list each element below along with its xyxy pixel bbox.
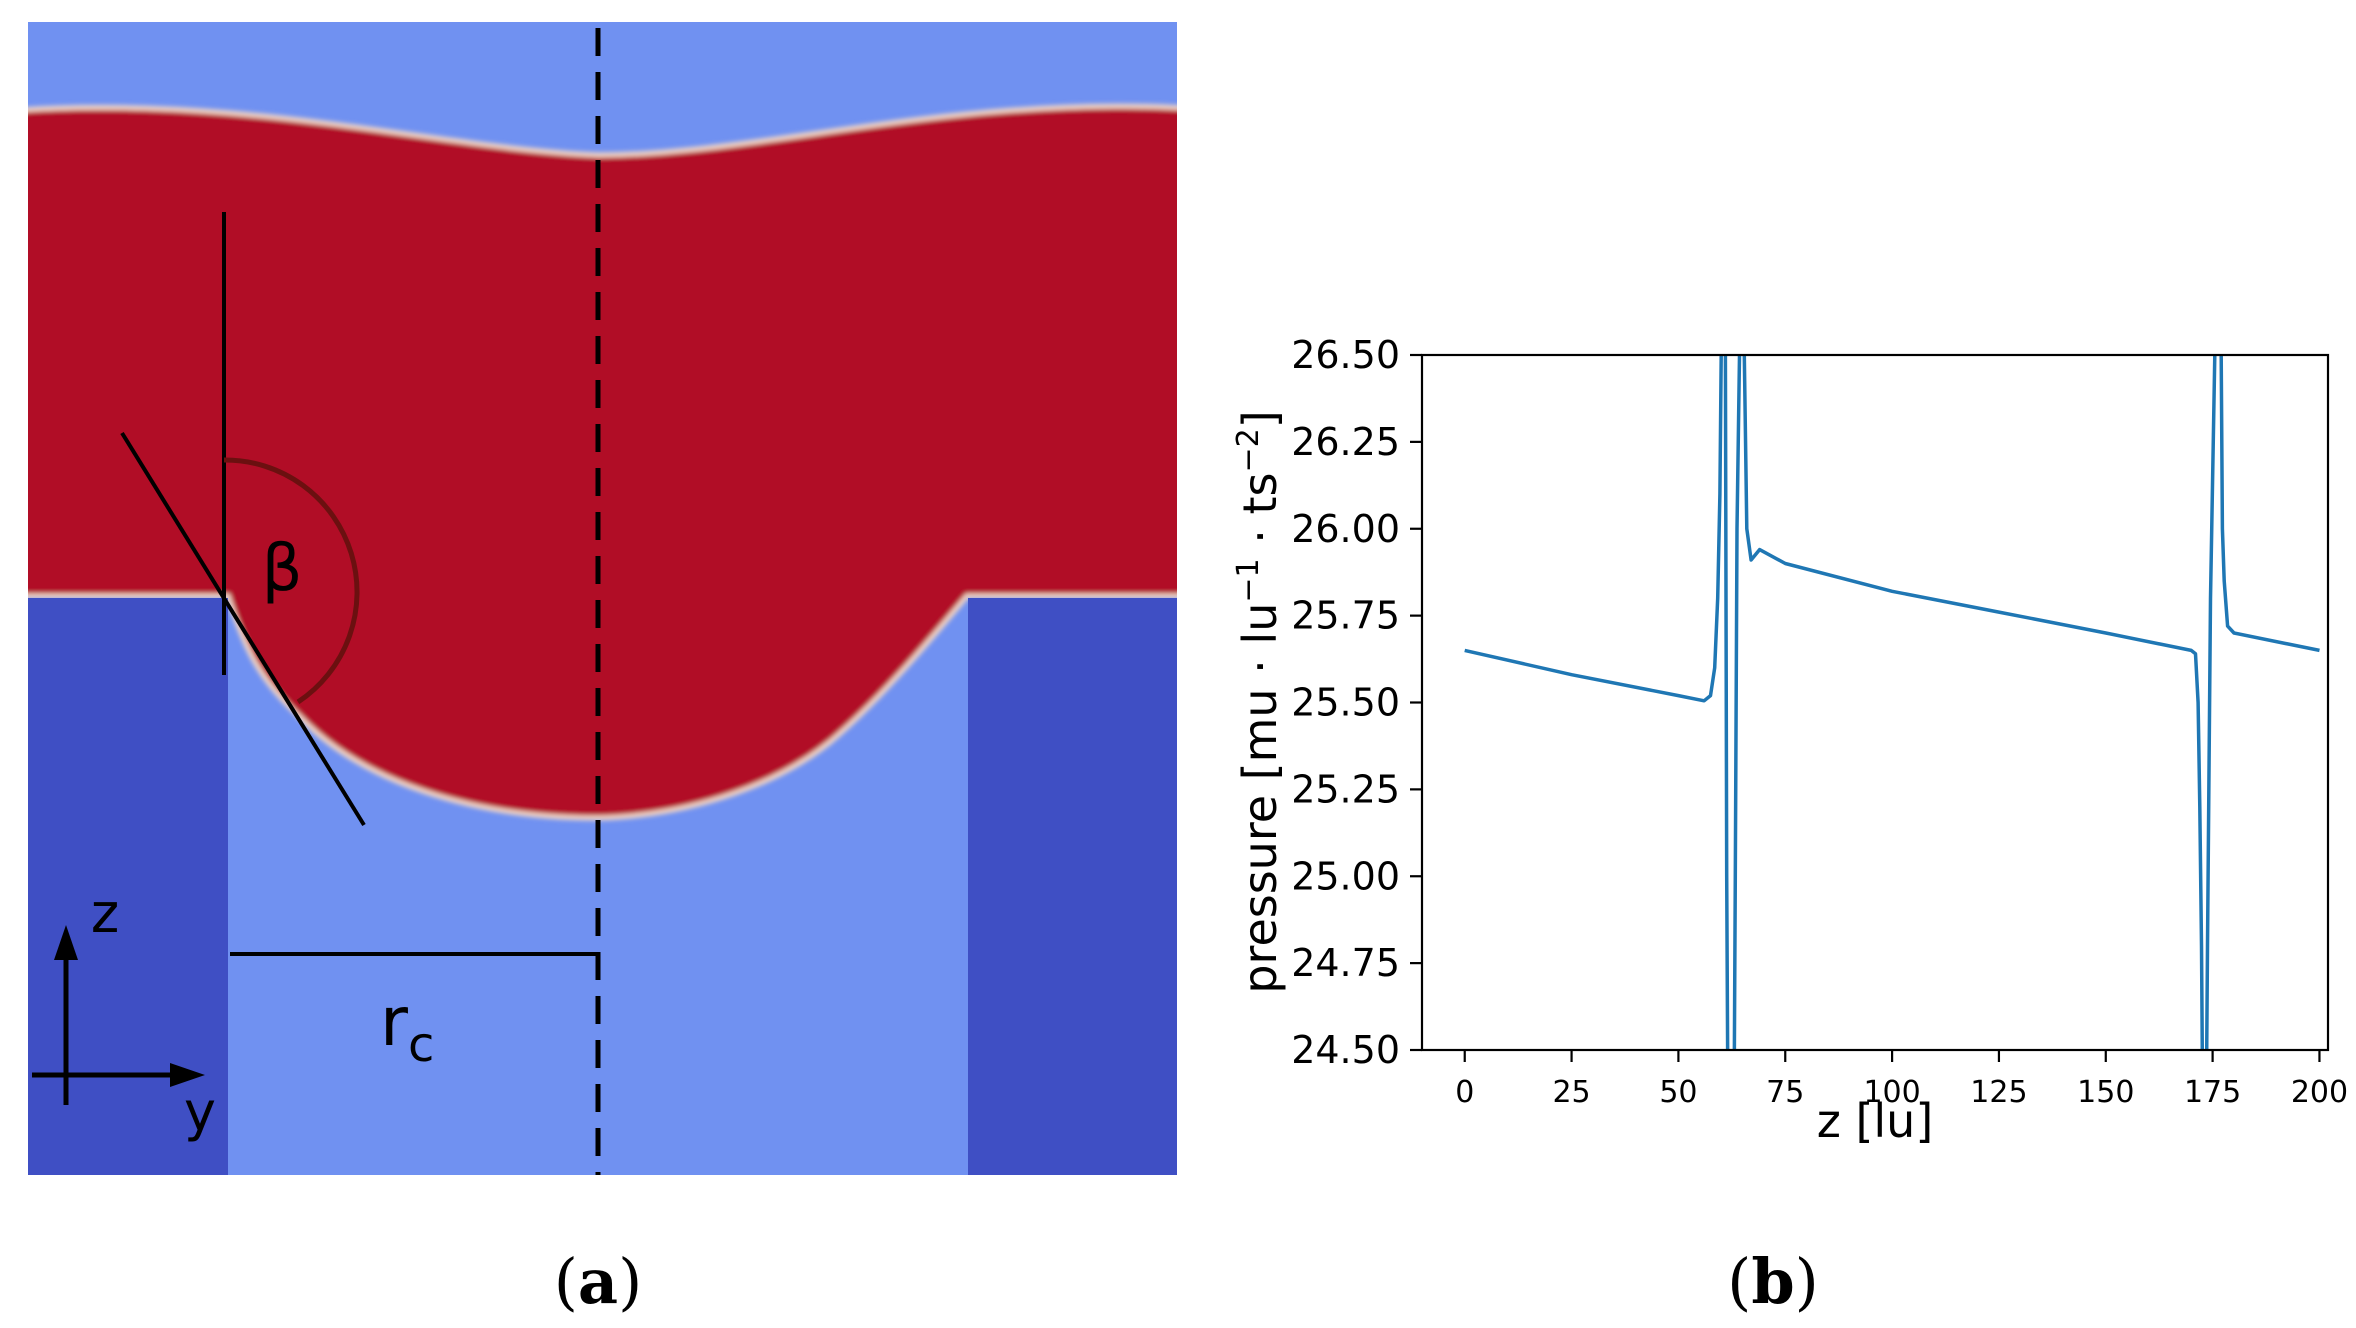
x-tick-label: 50	[1659, 1075, 1697, 1110]
tangent-line	[120, 431, 366, 827]
tick-layer: 0 25 50 75 100 125 150 175 200 24.50 24.75 25.00 25.…	[1291, 333, 2348, 1110]
y-axis-title-mid: · ts	[1233, 473, 1287, 559]
contact-angle-arc	[223, 457, 360, 705]
liquid-slab	[28, 103, 1177, 821]
y-tick-label: 24.75	[1291, 941, 1400, 985]
caption-b: (b)	[1727, 1245, 1819, 1318]
caption-a-letter: a	[577, 1245, 619, 1318]
x-tick-label: 175	[2184, 1075, 2241, 1110]
radius-label-sub: c	[408, 1017, 434, 1073]
y-tick-label: 25.50	[1291, 681, 1400, 725]
x-tick-label: 75	[1766, 1075, 1804, 1110]
plot-frame	[1420, 353, 2330, 1052]
simulation-panel: β rc z y	[28, 22, 1177, 1175]
x-tick-label: 150	[2077, 1075, 2134, 1110]
y-tick-label: 25.25	[1291, 767, 1400, 811]
z-axis-label: z	[91, 882, 119, 945]
caption-a-close: )	[618, 1245, 643, 1318]
pressure-chart: 0 25 50 75 100 125 150 175 200 24.50 24.75 25.00 25.…	[1231, 333, 2348, 1148]
x-tick-label: 0	[1455, 1075, 1474, 1110]
x-tick-label: 200	[2291, 1075, 2348, 1110]
radius-label: rc	[380, 983, 434, 1073]
y-axis-title-sup1: −1	[1231, 558, 1266, 602]
y-tick-label: 24.50	[1291, 1028, 1400, 1072]
z-axis-arrowhead	[54, 925, 78, 960]
y-axis-title: pressure [mu · lu−1 · ts−2]	[1231, 410, 1287, 993]
y-tick-label: 26.00	[1291, 507, 1400, 551]
pressure-line	[1464, 355, 2320, 1050]
radius-label-main: r	[380, 983, 408, 1062]
caption-b-open: (	[1727, 1245, 1752, 1318]
y-tick-label: 25.00	[1291, 854, 1400, 898]
y-axis-arrowhead	[170, 1063, 205, 1087]
y-axis-title-end: ]	[1233, 410, 1287, 428]
y-axis-title-sup2: −2	[1231, 428, 1266, 472]
caption-b-letter: b	[1751, 1245, 1795, 1318]
caption-a-open: (	[553, 1245, 578, 1318]
y-axis-title-text: pressure [mu · lu	[1233, 603, 1287, 994]
y-axis-label: y	[184, 1080, 216, 1143]
x-tick-label: 125	[1970, 1075, 2027, 1110]
contact-angle-label: β	[262, 532, 303, 606]
caption-b-close: )	[1794, 1245, 1819, 1318]
y-tick-label: 26.25	[1291, 420, 1400, 464]
x-tick-label: 25	[1552, 1075, 1590, 1110]
series-layer	[1464, 355, 2320, 1050]
y-tick-label: 26.50	[1291, 333, 1400, 377]
y-tick-label: 25.75	[1291, 594, 1400, 638]
x-axis-title: z [lu]	[1817, 1094, 1934, 1148]
right-solid-wall	[968, 598, 1177, 1175]
left-solid-wall	[28, 598, 228, 1175]
caption-a: (a)	[554, 1245, 643, 1318]
x-tick-label: 100	[1863, 1075, 1920, 1110]
